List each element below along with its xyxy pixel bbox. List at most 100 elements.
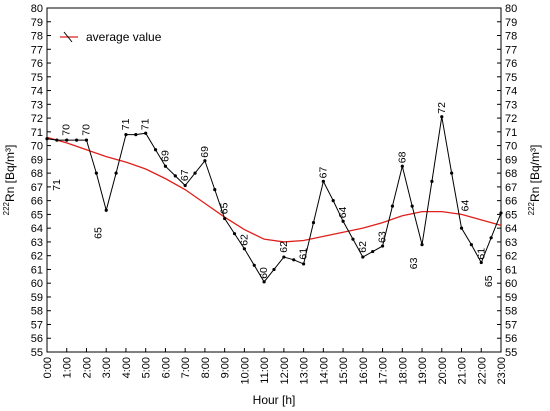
y-tick-label-right: 68 bbox=[505, 168, 517, 180]
measured-point bbox=[45, 137, 49, 141]
data-label: 70 bbox=[61, 124, 73, 136]
y-tick-label-right: 63 bbox=[505, 237, 517, 249]
data-label: 61 bbox=[298, 248, 310, 260]
y-tick-label-left: 78 bbox=[31, 31, 43, 43]
measured-point bbox=[321, 179, 325, 183]
y-tick-label-right: 78 bbox=[505, 31, 517, 43]
y-tick-label-right: 75 bbox=[505, 72, 517, 84]
data-label: 64 bbox=[337, 206, 349, 218]
y-tick-label-left: 55 bbox=[31, 347, 43, 359]
y-axis-right: 5556575859606162636465666768697071727374… bbox=[497, 3, 517, 359]
data-label: 72 bbox=[436, 102, 448, 114]
svg-text:222Rn [Bq/m³]: 222Rn [Bq/m³] bbox=[527, 145, 542, 216]
y-tick-label-left: 69 bbox=[31, 154, 43, 166]
y-tick-label-right: 59 bbox=[505, 292, 517, 304]
measured-point bbox=[94, 171, 98, 175]
data-label: 71 bbox=[120, 118, 132, 130]
y-tick-label-left: 59 bbox=[31, 292, 43, 304]
measured-point bbox=[341, 219, 345, 223]
y-tick-label-right: 72 bbox=[505, 113, 517, 125]
data-label: 65 bbox=[92, 227, 104, 239]
measured-point bbox=[331, 199, 335, 203]
measured-point bbox=[351, 237, 355, 241]
measured-point bbox=[232, 232, 237, 236]
y-tick-label-left: 66 bbox=[31, 196, 43, 208]
y-title-right-sup: 222 bbox=[527, 201, 536, 215]
data-label: 71 bbox=[140, 118, 152, 130]
y-tick-label-left: 61 bbox=[31, 264, 43, 276]
measured-point bbox=[153, 148, 158, 152]
data-label: 69 bbox=[159, 150, 171, 162]
measured-point bbox=[252, 263, 256, 267]
y-tick-label-right: 73 bbox=[505, 99, 517, 111]
data-label: 68 bbox=[396, 151, 408, 163]
measured-point bbox=[380, 244, 385, 248]
measured-point bbox=[134, 132, 138, 137]
legend-label-average: average value bbox=[86, 30, 162, 44]
measured-point bbox=[114, 171, 118, 175]
x-tick-label: 11:00 bbox=[259, 357, 271, 384]
measured-point bbox=[183, 183, 187, 188]
x-tick-label: 2:00 bbox=[81, 357, 93, 378]
x-axis-title: Hour [h] bbox=[253, 393, 296, 407]
y-tick-label-right: 77 bbox=[505, 44, 517, 56]
y-tick-label-left: 73 bbox=[31, 99, 43, 111]
y-tick-label-right: 64 bbox=[505, 223, 517, 235]
measured-point bbox=[282, 255, 286, 259]
x-tick-label: 18:00 bbox=[397, 357, 409, 385]
x-tick-label: 12:00 bbox=[279, 357, 291, 385]
legend: average value bbox=[60, 30, 162, 44]
x-tick-label: 19:00 bbox=[417, 357, 429, 385]
data-label: 65 bbox=[219, 202, 231, 214]
measured-point bbox=[173, 174, 177, 178]
y-tick-label-left: 71 bbox=[31, 127, 43, 139]
y-tick-label-left: 68 bbox=[31, 168, 43, 180]
y-tick-label-right: 60 bbox=[505, 278, 517, 290]
measured-point bbox=[213, 188, 217, 192]
y-tick-label-left: 58 bbox=[31, 306, 43, 318]
measured-point bbox=[390, 204, 395, 208]
x-tick-label: 23:00 bbox=[496, 357, 508, 385]
measured-point bbox=[361, 255, 365, 259]
data-label: 63 bbox=[408, 257, 420, 269]
measured-point bbox=[499, 211, 503, 215]
y-tick-label-right: 61 bbox=[505, 264, 517, 276]
y-tick-label-right: 65 bbox=[505, 209, 517, 221]
data-label: 67 bbox=[317, 167, 329, 179]
data-label: 65 bbox=[483, 275, 495, 287]
x-tick-label: 4:00 bbox=[121, 357, 133, 378]
x-tick-label: 14:00 bbox=[318, 357, 330, 385]
y-tick-label-right: 57 bbox=[505, 319, 517, 331]
y-tick-label-right: 79 bbox=[505, 17, 517, 29]
measured-point bbox=[489, 236, 493, 240]
x-tick-label: 1:00 bbox=[62, 357, 74, 378]
y-tick-label-right: 56 bbox=[505, 333, 517, 345]
y-tick-label-left: 76 bbox=[31, 58, 43, 70]
x-tick-label: 9:00 bbox=[220, 357, 232, 378]
y-tick-label-left: 65 bbox=[31, 209, 43, 221]
y-axis-title-right: 222Rn [Bq/m³] bbox=[527, 145, 542, 216]
data-label: 71 bbox=[51, 179, 63, 191]
x-tick-label: 22:00 bbox=[476, 357, 488, 385]
data-label: 62 bbox=[357, 241, 369, 253]
legend-black-tick bbox=[63, 31, 73, 43]
data-labels: 71 70 70 65 71 71 69 67 69 65 62 60 62 61 67 64 62 63 68 63… bbox=[51, 102, 495, 287]
measured-point bbox=[65, 138, 69, 142]
data-label: 61 bbox=[475, 248, 487, 260]
average-value-line bbox=[46, 136, 502, 243]
x-tick-label: 17:00 bbox=[378, 357, 390, 385]
data-label: 64 bbox=[460, 200, 472, 212]
x-axis: 0:00 1:00 2:00 3:00 4:00 5:00 6:00 7:00 8:00 9:00… bbox=[42, 348, 508, 385]
measured-point bbox=[163, 164, 168, 168]
y-tick-label-left: 79 bbox=[31, 17, 43, 29]
measured-point bbox=[124, 132, 128, 137]
y-tick-label-left: 62 bbox=[31, 251, 43, 263]
measured-point bbox=[144, 131, 148, 135]
series-layer bbox=[45, 115, 503, 284]
y-tick-label-left: 77 bbox=[31, 44, 43, 56]
x-tick-label: 13:00 bbox=[299, 357, 311, 385]
measured-point bbox=[311, 221, 316, 225]
measured-point bbox=[420, 243, 424, 247]
data-label: 62 bbox=[278, 241, 290, 253]
measured-point bbox=[450, 171, 454, 175]
